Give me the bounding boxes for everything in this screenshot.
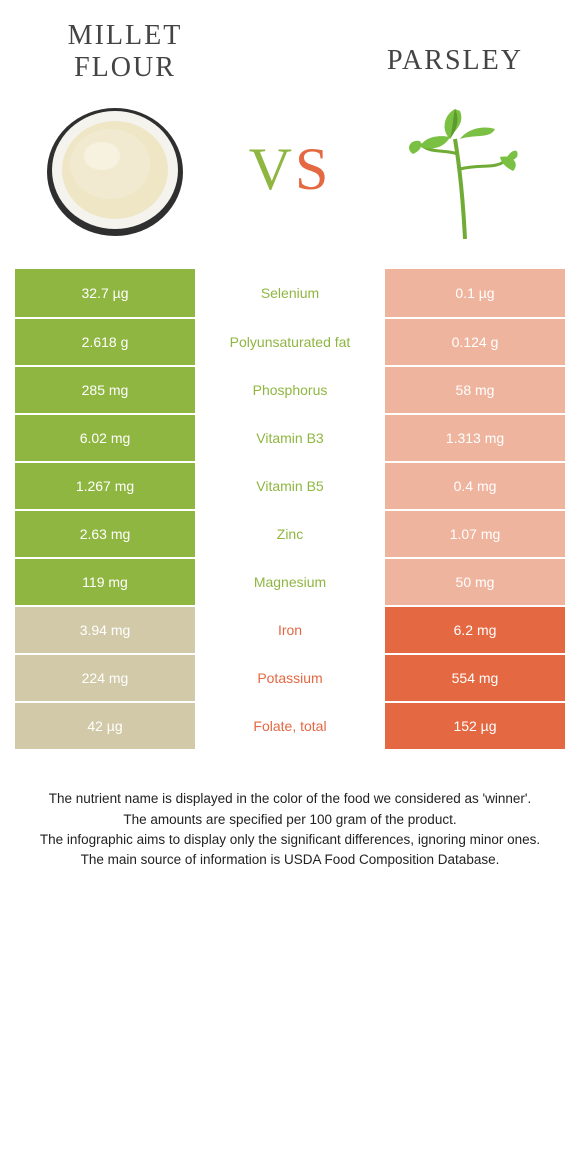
nutrient-left-value: 6.02 mg [15, 415, 195, 461]
footer-notes: The nutrient name is displayed in the co… [15, 789, 565, 870]
nutrient-right-value: 152 µg [385, 703, 565, 749]
nutrient-name: Selenium [195, 269, 385, 317]
footer-line-1: The nutrient name is displayed in the co… [23, 789, 557, 809]
table-row: 3.94 mgIron6.2 mg [15, 605, 565, 653]
table-row: 285 mgPhosphorus58 mg [15, 365, 565, 413]
nutrient-right-value: 6.2 mg [385, 607, 565, 653]
table-row: 2.618 gPolyunsaturated fat0.124 g [15, 317, 565, 365]
food-left-title: MILLET FLOUR [35, 20, 215, 84]
millet-flour-icon [40, 94, 190, 244]
footer-line-2: The amounts are specified per 100 gram o… [23, 810, 557, 830]
table-row: 2.63 mgZinc1.07 mg [15, 509, 565, 557]
vs-s: S [295, 136, 331, 202]
vs-v: V [249, 136, 295, 202]
parsley-icon [405, 99, 525, 239]
nutrient-name: Polyunsaturated fat [195, 319, 385, 365]
header: MILLET FLOUR PARSLEY [15, 20, 565, 94]
images-row: VS [15, 94, 565, 269]
nutrient-left-value: 1.267 mg [15, 463, 195, 509]
nutrient-name: Magnesium [195, 559, 385, 605]
nutrient-right-value: 50 mg [385, 559, 565, 605]
table-row: 6.02 mgVitamin B31.313 mg [15, 413, 565, 461]
nutrient-left-value: 3.94 mg [15, 607, 195, 653]
nutrient-right-value: 1.313 mg [385, 415, 565, 461]
food-right-image [390, 94, 540, 244]
nutrient-right-value: 1.07 mg [385, 511, 565, 557]
nutrient-name: Folate, total [195, 703, 385, 749]
nutrient-name: Vitamin B5 [195, 463, 385, 509]
nutrient-left-value: 2.63 mg [15, 511, 195, 557]
nutrient-right-value: 0.124 g [385, 319, 565, 365]
food-left-image [40, 94, 190, 244]
nutrient-right-value: 0.1 µg [385, 269, 565, 317]
footer-line-3: The infographic aims to display only the… [23, 830, 557, 850]
nutrient-name: Zinc [195, 511, 385, 557]
nutrient-name: Iron [195, 607, 385, 653]
nutrient-left-value: 285 mg [15, 367, 195, 413]
nutrient-left-value: 42 µg [15, 703, 195, 749]
infographic-container: MILLET FLOUR PARSLEY VS [0, 0, 580, 900]
nutrient-name: Vitamin B3 [195, 415, 385, 461]
footer-line-4: The main source of information is USDA F… [23, 850, 557, 870]
food-left-title-line1: MILLET [68, 20, 183, 51]
food-left-title-line2: FLOUR [74, 52, 176, 83]
food-right-title: PARSLEY [365, 20, 545, 77]
nutrient-left-value: 2.618 g [15, 319, 195, 365]
table-row: 32.7 µgSelenium0.1 µg [15, 269, 565, 317]
nutrient-left-value: 32.7 µg [15, 269, 195, 317]
nutrient-right-value: 0.4 mg [385, 463, 565, 509]
nutrient-table: 32.7 µgSelenium0.1 µg2.618 gPolyunsatura… [15, 269, 565, 749]
table-row: 119 mgMagnesium50 mg [15, 557, 565, 605]
nutrient-name: Potassium [195, 655, 385, 701]
table-row: 224 mgPotassium554 mg [15, 653, 565, 701]
vs-label: VS [249, 135, 332, 204]
nutrient-right-value: 58 mg [385, 367, 565, 413]
nutrient-left-value: 119 mg [15, 559, 195, 605]
table-row: 42 µgFolate, total152 µg [15, 701, 565, 749]
nutrient-name: Phosphorus [195, 367, 385, 413]
nutrient-right-value: 554 mg [385, 655, 565, 701]
table-row: 1.267 mgVitamin B50.4 mg [15, 461, 565, 509]
nutrient-left-value: 224 mg [15, 655, 195, 701]
